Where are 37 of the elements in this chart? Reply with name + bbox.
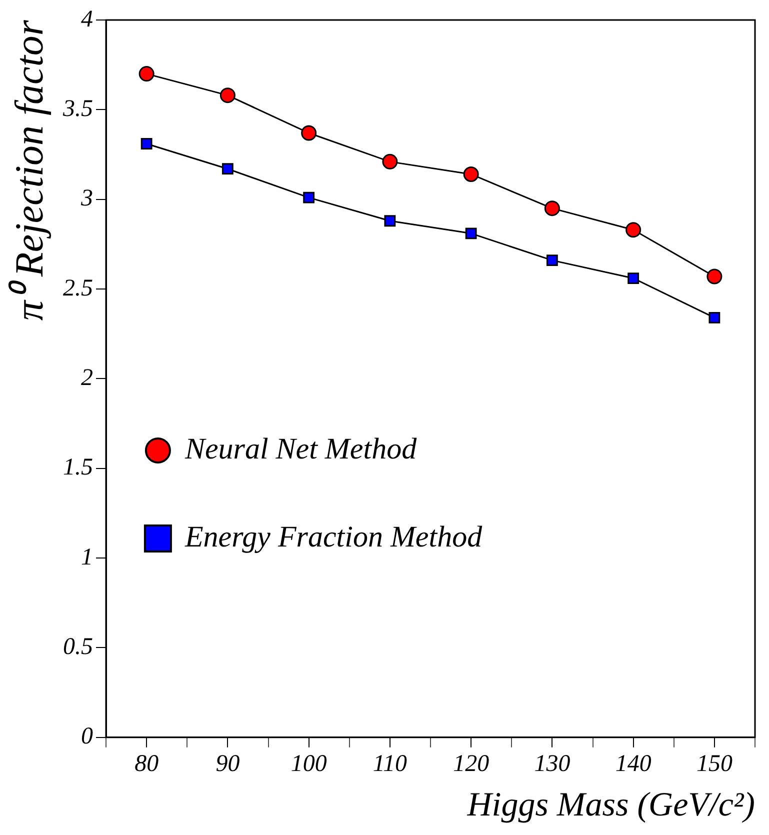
x-tick-label: 100 [290,751,327,778]
point [463,166,479,182]
y-tick-label: 1.5 [63,454,93,481]
point [140,138,152,150]
x-tick-label: 110 [372,751,408,778]
x-tick-label: 150 [696,751,732,778]
y-tick-label: 4 [81,6,93,32]
point [384,215,396,227]
legend-label: Neural Net Method [184,432,418,466]
point [301,125,317,141]
x-tick-label: 90 [216,751,240,778]
point [465,228,477,240]
legend-label: Energy Fraction Method [184,520,484,554]
point [626,222,642,238]
point [546,254,558,266]
y-axis-title: π⁰ Rejection factor [6,20,52,321]
x-axis-title: Higgs Mass (GeV/c²) [466,786,755,824]
x-tick-label: 120 [453,751,490,778]
y-tick-label: 2.5 [63,275,93,302]
point [303,192,315,204]
point [628,272,640,284]
point [138,66,154,82]
y-tick-label: 2 [81,365,93,392]
y-tick-label: 3 [80,186,93,212]
y-tick-label: 3.5 [62,96,93,122]
point [708,312,720,324]
y-tick-label: 0.5 [63,634,93,660]
x-tick-label: 140 [615,751,652,778]
x-tick-label: 80 [134,751,159,778]
x-tick-label: 130 [534,751,570,778]
y-tick-label: 1 [81,544,93,570]
point [544,200,560,216]
point [382,154,398,170]
point [220,88,236,104]
y-tick-label: 0 [81,724,93,750]
point [222,163,234,175]
point [706,268,722,284]
